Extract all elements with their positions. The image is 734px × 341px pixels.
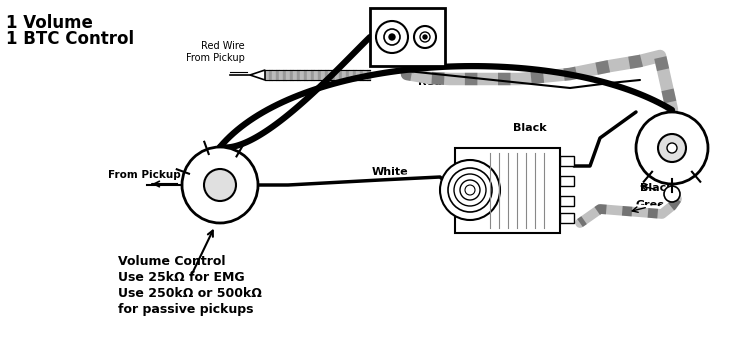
- Circle shape: [664, 186, 680, 202]
- Text: for passive pickups: for passive pickups: [118, 303, 253, 316]
- Circle shape: [448, 168, 492, 212]
- Text: Green: Green: [636, 200, 674, 210]
- Polygon shape: [250, 70, 265, 80]
- Text: Black: Black: [513, 123, 547, 133]
- Text: Red Wire
From Pickup: Red Wire From Pickup: [186, 41, 245, 63]
- Circle shape: [460, 180, 480, 200]
- Text: Red: Red: [418, 77, 442, 87]
- Text: 1 Volume: 1 Volume: [6, 14, 93, 32]
- Circle shape: [658, 134, 686, 162]
- Circle shape: [376, 21, 408, 53]
- Circle shape: [414, 26, 436, 48]
- Bar: [560, 213, 574, 223]
- Circle shape: [423, 35, 427, 39]
- Circle shape: [454, 174, 486, 206]
- Circle shape: [636, 112, 708, 184]
- Circle shape: [440, 160, 500, 220]
- Circle shape: [389, 34, 395, 40]
- Text: Black: Black: [640, 183, 674, 193]
- Bar: [560, 176, 574, 186]
- Circle shape: [420, 32, 430, 42]
- Text: White: White: [371, 167, 408, 177]
- Circle shape: [182, 147, 258, 223]
- Circle shape: [204, 169, 236, 201]
- Bar: [455, 148, 560, 233]
- Circle shape: [465, 185, 475, 195]
- Bar: [370, 8, 445, 66]
- Circle shape: [667, 143, 677, 153]
- Bar: [560, 156, 574, 166]
- Circle shape: [384, 29, 400, 45]
- Text: 1 BTC Control: 1 BTC Control: [6, 30, 134, 48]
- Text: From Pickup: From Pickup: [108, 170, 181, 180]
- Text: Use 250kΩ or 500kΩ: Use 250kΩ or 500kΩ: [118, 287, 262, 300]
- Text: Volume Control: Volume Control: [118, 255, 225, 268]
- Text: Use 25kΩ for EMG: Use 25kΩ for EMG: [118, 271, 244, 284]
- Bar: [560, 196, 574, 206]
